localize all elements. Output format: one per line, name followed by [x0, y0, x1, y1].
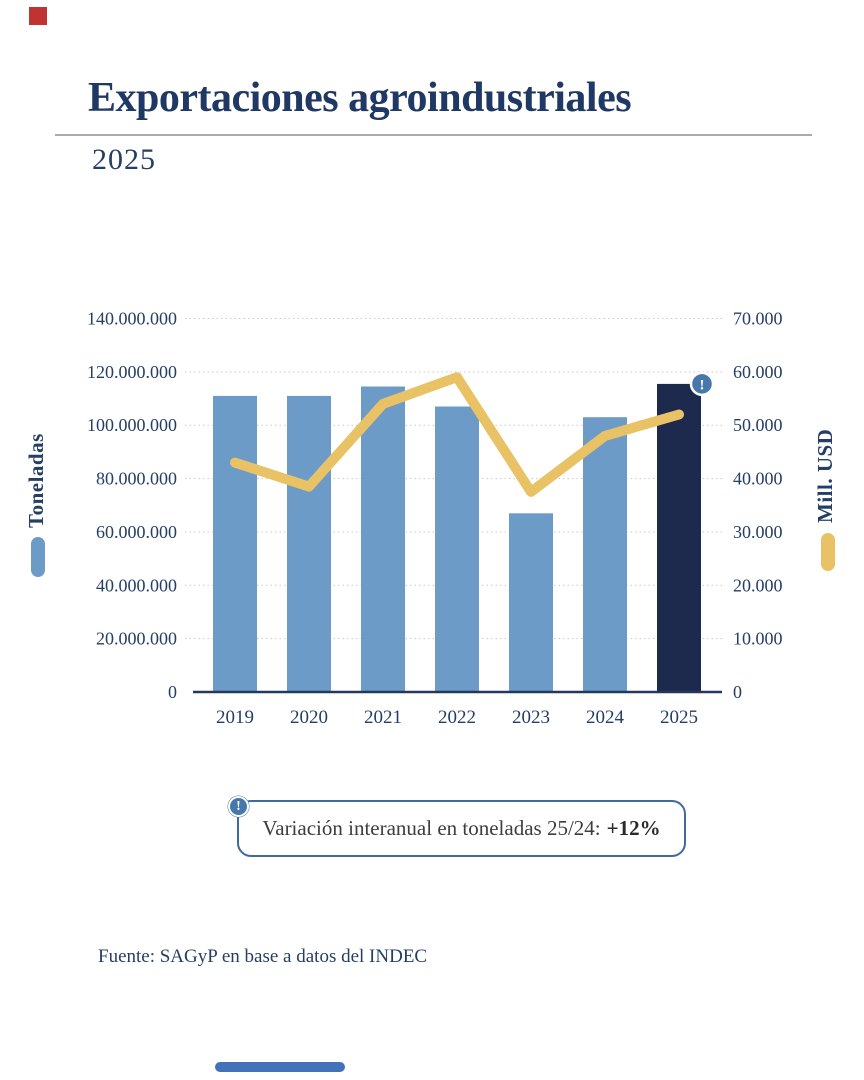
- right-axis-legend-swatch: [821, 533, 835, 571]
- callout-exclamation-icon: !: [228, 796, 249, 817]
- left-axis-tick: 60.000.000: [96, 522, 177, 542]
- bar-2023: [509, 513, 553, 692]
- red-accent-square: [29, 7, 47, 25]
- bar-2022: [435, 406, 479, 692]
- left-axis-tick: 100.000.000: [87, 415, 177, 435]
- x-axis-label-2023: 2023: [512, 707, 550, 728]
- right-axis-tick: 40.000: [733, 469, 783, 489]
- bar-exclamation-glyph: !: [700, 377, 705, 393]
- exclamation-icon: !: [228, 796, 249, 817]
- right-axis-tick: 70.000: [733, 309, 783, 329]
- source-note: Fuente: SAGyP en base a datos del INDEC: [98, 946, 428, 967]
- left-axis-legend-swatch: [31, 537, 45, 577]
- bar-2021: [361, 386, 405, 692]
- right-axis-tick: 60.000: [733, 362, 783, 382]
- variation-callout-value: +12%: [606, 816, 661, 840]
- bar-2020: [287, 395, 331, 692]
- left-axis-tick: 20.000.000: [96, 629, 177, 649]
- bottom-accent-bar: [215, 1062, 345, 1072]
- variation-callout: Variación interanual en toneladas 25/24:…: [237, 800, 686, 857]
- left-axis-tick: 140.000.000: [87, 309, 177, 329]
- usd-line: [230, 372, 684, 497]
- bar-2024: [583, 417, 627, 692]
- combo-chart: 140.000.000 70.000 120.000.000 60.000 100.00…: [87, 309, 783, 729]
- left-axis-tick: 80.000.000: [96, 469, 177, 489]
- title-divider: [55, 134, 812, 136]
- page-title: Exportaciones agroindustriales: [88, 75, 632, 121]
- x-axis-label-2025: 2025: [660, 707, 698, 728]
- left-axis-tick: 40.000.000: [96, 575, 177, 595]
- page-subtitle: 2025: [92, 143, 156, 176]
- bar-2019: [213, 395, 257, 692]
- x-axis-label-2024: 2024: [586, 707, 625, 728]
- x-axis-label-2019: 2019: [216, 707, 254, 728]
- bar-2025: [657, 383, 701, 692]
- left-axis-tick: 120.000.000: [87, 362, 177, 382]
- right-axis-legend-label: Mill. USD: [813, 428, 837, 524]
- right-axis-tick: 10.000: [733, 629, 783, 649]
- right-axis-tick: 50.000: [733, 415, 783, 435]
- variation-callout-text: Variación interanual en toneladas 25/24:: [262, 816, 601, 840]
- left-axis-tick: 0: [168, 682, 177, 702]
- x-axis-label-2021: 2021: [364, 707, 402, 728]
- x-axis-label-2020: 2020: [290, 707, 328, 728]
- right-axis-tick: 30.000: [733, 522, 783, 542]
- bar-exclamation-icon: [689, 371, 715, 397]
- right-axis-tick: 20.000: [733, 575, 783, 595]
- right-axis-tick: 0: [733, 682, 742, 702]
- x-axis-label-2022: 2022: [438, 707, 476, 728]
- chart-area: 140.000.000 70.000 120.000.000 60.000 100.00…: [0, 280, 864, 760]
- left-axis-legend-label: Toneladas: [24, 433, 48, 529]
